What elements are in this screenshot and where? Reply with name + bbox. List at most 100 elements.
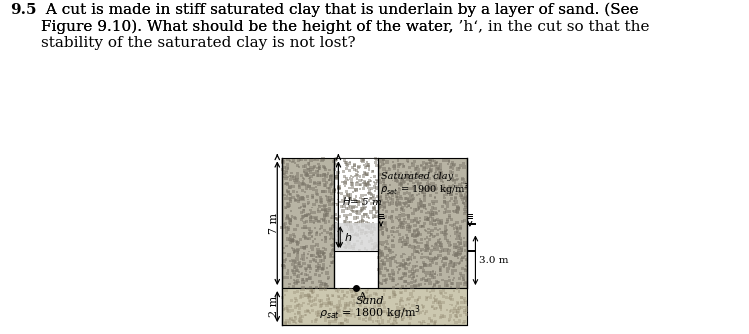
Point — [443, 189, 455, 195]
Point — [388, 294, 400, 300]
Point — [345, 223, 357, 229]
Point — [431, 241, 443, 246]
Point — [460, 268, 472, 273]
Point — [300, 266, 312, 271]
Point — [294, 269, 306, 275]
Point — [417, 162, 429, 167]
Point — [300, 224, 312, 230]
Point — [330, 158, 342, 164]
Point — [391, 194, 403, 200]
Point — [333, 213, 345, 219]
Point — [302, 308, 314, 314]
Point — [412, 204, 424, 209]
Point — [443, 295, 455, 300]
Point — [395, 260, 407, 266]
Point — [398, 164, 410, 169]
Point — [391, 178, 403, 183]
Point — [313, 166, 325, 171]
Point — [357, 218, 369, 223]
Point — [279, 206, 291, 211]
Point — [325, 301, 337, 306]
Point — [389, 292, 401, 298]
Point — [442, 266, 454, 271]
Point — [386, 232, 398, 237]
Point — [412, 232, 424, 238]
Point — [452, 184, 464, 189]
Point — [279, 320, 291, 325]
Point — [453, 318, 465, 324]
Point — [395, 225, 407, 230]
Point — [449, 183, 461, 189]
Point — [458, 308, 470, 314]
Point — [390, 202, 402, 207]
Point — [423, 202, 435, 207]
Point — [418, 165, 430, 171]
Point — [429, 282, 441, 287]
Point — [392, 268, 404, 273]
Point — [330, 316, 342, 321]
Point — [435, 178, 447, 183]
Point — [415, 224, 427, 229]
Point — [446, 264, 458, 269]
Point — [377, 200, 389, 206]
Point — [279, 204, 291, 210]
Point — [448, 250, 460, 255]
Point — [458, 321, 470, 326]
Point — [349, 173, 361, 178]
Point — [366, 309, 378, 314]
Point — [451, 178, 463, 183]
Point — [395, 206, 407, 211]
Point — [430, 177, 442, 182]
Point — [276, 295, 288, 300]
Point — [357, 214, 369, 219]
Point — [435, 218, 447, 224]
Point — [386, 214, 398, 219]
Point — [305, 165, 317, 170]
Point — [350, 230, 362, 235]
Point — [288, 259, 300, 265]
Point — [345, 204, 357, 209]
Point — [423, 164, 435, 169]
Point — [389, 316, 401, 322]
Point — [398, 237, 410, 243]
Point — [276, 157, 288, 162]
Point — [303, 167, 315, 172]
Point — [321, 211, 333, 217]
Point — [315, 298, 327, 303]
Point — [391, 310, 403, 315]
Point — [408, 187, 420, 192]
Point — [318, 301, 330, 306]
Point — [401, 257, 413, 263]
Point — [297, 196, 309, 201]
Point — [375, 240, 387, 246]
Point — [390, 253, 402, 258]
Point — [429, 226, 441, 231]
Point — [286, 214, 298, 219]
Point — [290, 260, 302, 265]
Point — [438, 265, 450, 270]
Point — [457, 176, 469, 181]
Point — [345, 226, 357, 231]
Point — [379, 288, 391, 293]
Point — [424, 316, 436, 321]
Point — [330, 317, 342, 323]
Point — [444, 198, 456, 204]
Point — [412, 164, 424, 170]
Point — [296, 263, 308, 269]
Point — [311, 230, 323, 236]
Point — [317, 189, 329, 194]
Point — [380, 194, 392, 199]
Point — [349, 314, 361, 319]
Point — [399, 261, 411, 267]
Point — [284, 233, 296, 239]
Point — [416, 237, 428, 242]
Point — [292, 289, 304, 295]
Point — [429, 206, 441, 211]
Point — [286, 174, 298, 179]
Point — [386, 238, 398, 244]
Point — [389, 254, 401, 260]
Point — [340, 246, 352, 251]
Point — [422, 263, 434, 269]
Point — [433, 220, 445, 225]
Point — [296, 181, 308, 186]
